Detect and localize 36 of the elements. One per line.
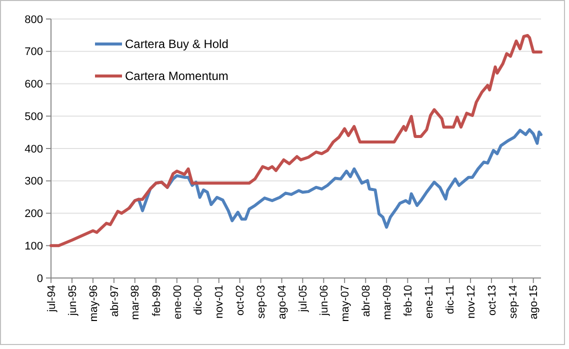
x-tick-label: jul-94 (46, 285, 58, 313)
legend-label: Cartera Momentum (125, 69, 228, 84)
y-tick-label: 400 (24, 143, 43, 156)
x-tick-label: oct-02 (234, 285, 247, 316)
x-tick-label: nov-12 (465, 285, 478, 319)
x-tick-label: feb-99 (150, 285, 163, 316)
x-tick-label: jun-95 (66, 285, 79, 317)
y-tick-label: 300 (24, 176, 43, 188)
x-tick-label: ago-15 (528, 285, 540, 320)
x-tick-label: ene-11 (423, 285, 436, 318)
y-tick-label: 500 (24, 110, 43, 123)
y-tick-label: 200 (24, 208, 43, 220)
line-series (50, 34, 542, 248)
y-tick-label: 0 (36, 272, 43, 285)
x-tick-label: abr-97 (108, 285, 121, 317)
x-tick-label: oct-13 (486, 285, 498, 316)
y-tick-label: 700 (24, 46, 43, 58)
y-tick-label: 600 (24, 78, 43, 91)
x-tick-label: abr-08 (360, 285, 372, 317)
x-tick-label: feb-10 (402, 285, 414, 316)
x-tick-label: nov-01 (214, 285, 226, 319)
x-tick-label: jul-05 (298, 285, 310, 313)
x-tick-label: may-07 (339, 285, 352, 322)
x-tick-label: sep-03 (256, 285, 268, 319)
x-tick-label: mar-98 (130, 285, 142, 320)
x-tick-label: ene-00 (172, 285, 184, 320)
x-tick-label: mar-09 (381, 285, 394, 320)
y-tick-label: 100 (24, 240, 43, 252)
x-tick-label: dic-11 (444, 285, 456, 314)
x-tick-label: dic-00 (192, 285, 205, 315)
x-tick-label: sep-14 (507, 285, 520, 319)
legend-label: Cartera Buy & Hold (125, 37, 228, 52)
y-tick-label: 800 (24, 14, 43, 26)
x-tick-label: may-96 (88, 285, 100, 322)
x-tick-label: ago-04 (276, 285, 289, 320)
x-tick-label: jun-06 (318, 285, 331, 317)
